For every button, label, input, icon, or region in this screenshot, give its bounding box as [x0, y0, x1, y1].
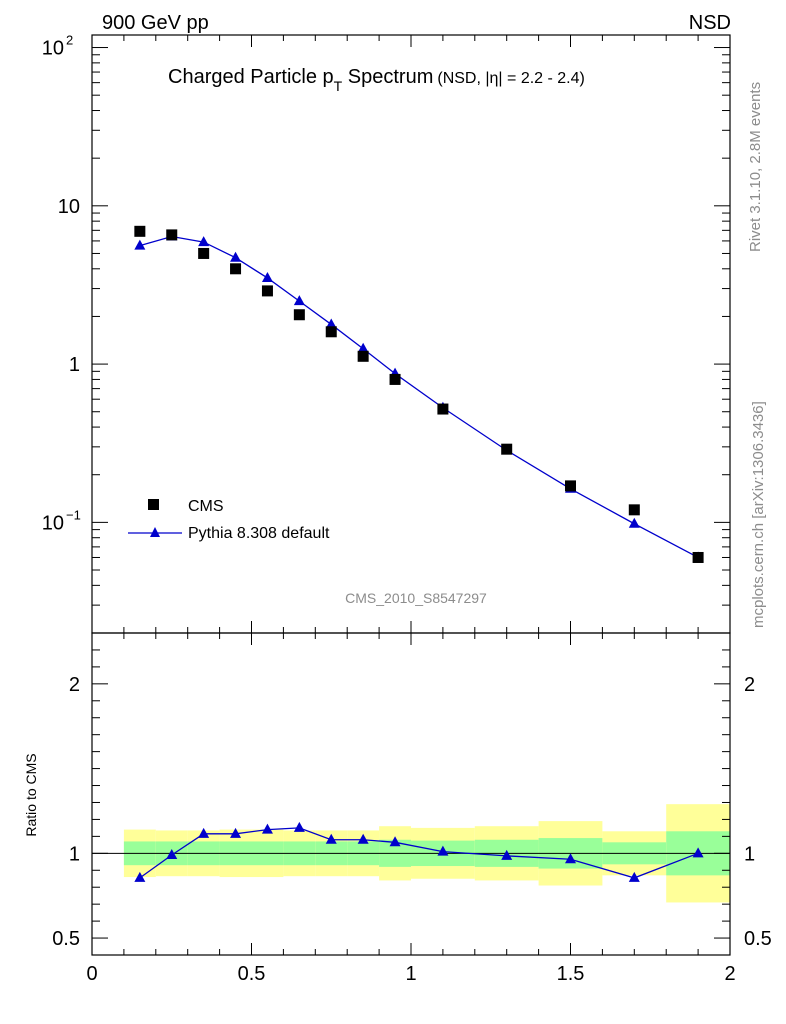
mc-point [134, 239, 146, 250]
header-right-label: NSD [689, 12, 731, 34]
x-tick-label: 0.5 [238, 963, 266, 985]
mc-point [628, 517, 640, 528]
mc-series-line [139, 235, 699, 559]
cms-data-point [325, 326, 337, 338]
x-tick-label: 0 [86, 963, 97, 985]
legend-mc-label: Pythia 8.308 default [188, 525, 330, 542]
x-tick-label: 2 [724, 963, 735, 985]
cms-data-point [501, 443, 513, 455]
cms-data-point [198, 247, 210, 259]
ratio-y-tick-label-right: 1 [744, 843, 755, 865]
ratio-point [565, 853, 576, 864]
ratio-point [325, 833, 337, 844]
mcplots-label: mcplots.cern.ch [arXiv:1306.3436] [750, 401, 767, 628]
header-left-label: 900 GeV pp [102, 12, 209, 34]
cms-data-point [357, 350, 369, 362]
y-tick-label: 10 [42, 38, 64, 60]
cms-data-point [261, 285, 273, 297]
ratio-y-tick-label: 0.5 [52, 928, 80, 950]
analysis-id: CMS_2010_S8547297 [345, 590, 487, 606]
ratio-point [166, 849, 178, 860]
mc-point [230, 251, 242, 262]
legend-cms-label: CMS [188, 498, 224, 515]
ratio-point [293, 821, 305, 832]
ratio-y-axis-label: Ratio to CMS [23, 753, 39, 836]
y-tick-label: 10 [58, 196, 80, 218]
plot-title: Charged Particle pT Spectrum (NSD, |η| = … [168, 66, 585, 94]
cms-data-point [565, 480, 576, 492]
ratio-panel: 0 0.5 1 1.5 2 0.5 0.5 1 1 2 2 [52, 632, 772, 985]
mc-point [325, 318, 337, 329]
x-tick-label: 1 [405, 963, 416, 985]
ratio-frame [91, 632, 731, 956]
ratio-point [692, 847, 704, 858]
mc-point [357, 342, 369, 353]
cms-data-point [628, 504, 640, 516]
main-frame [91, 34, 731, 634]
mc-point [198, 236, 210, 247]
cms-data-point [293, 309, 305, 321]
ratio-point [134, 871, 146, 882]
cms-data-point [437, 403, 449, 415]
rivet-label: Rivet 3.1.10, 2.8M events [747, 82, 764, 252]
legend-mc-marker [150, 527, 160, 537]
mc-point [293, 295, 305, 306]
ratio-point [628, 871, 640, 882]
cms-data-point [692, 551, 704, 563]
cms-data-point [166, 229, 178, 241]
ratio-point [230, 827, 242, 838]
ratio-point [501, 849, 513, 860]
mc-point [261, 271, 273, 282]
y-tick-label: 1 [69, 354, 80, 376]
ratio-y-tick-label-right: 2 [744, 674, 755, 696]
y-tick-label: 10 [42, 512, 64, 534]
plot-title-main2: Spectrum [342, 66, 433, 88]
cms-data-point [134, 225, 146, 237]
y-tick-exponent: 2 [66, 33, 73, 48]
ratio-point [389, 836, 401, 847]
plot-title-main: Charged Particle p [168, 66, 334, 88]
cms-data-point [230, 263, 242, 275]
plot-title-subscript: T [334, 78, 343, 94]
ratio-y-tick-label: 1 [69, 843, 80, 865]
ratio-y-tick-label: 2 [69, 674, 80, 696]
ratio-y-tick-label-right: 0.5 [744, 928, 772, 950]
ratio-point [261, 823, 273, 834]
cms-data-point [389, 373, 401, 385]
ratio-point [357, 833, 369, 844]
y-tick-exponent: −1 [66, 507, 81, 522]
x-tick-label: 1.5 [557, 963, 585, 985]
legend-cms-marker [148, 499, 159, 510]
legend: CMS Pythia 8.308 default [128, 498, 330, 542]
ratio-point [198, 827, 210, 838]
plot-title-extra: (NSD, |η| = 2.2 - 2.4) [437, 70, 584, 87]
ratio-point [437, 845, 449, 856]
ratio-series-line [139, 827, 699, 879]
